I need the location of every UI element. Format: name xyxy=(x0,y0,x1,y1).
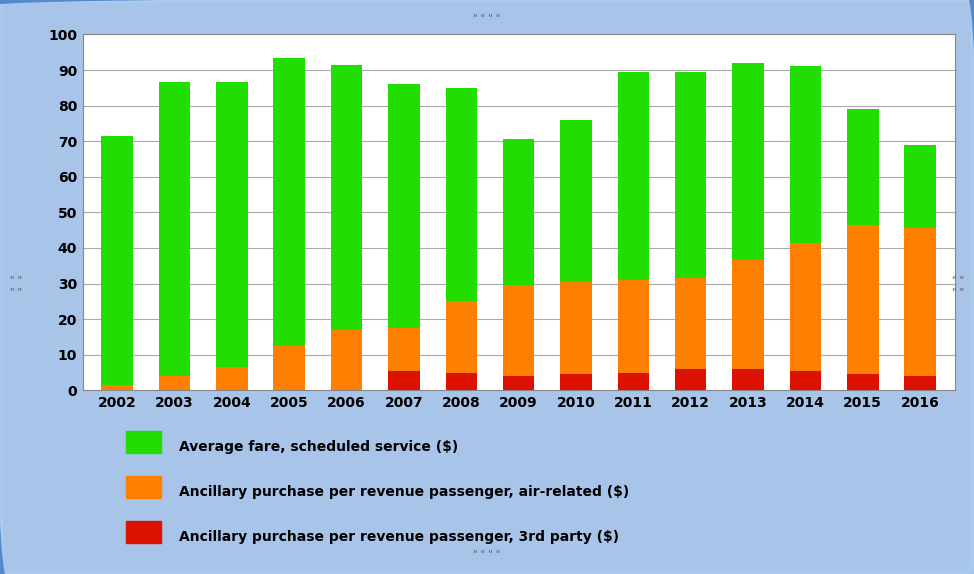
Bar xyxy=(389,328,420,390)
Text: " " " ": " " " " xyxy=(473,550,501,560)
Bar xyxy=(904,376,936,390)
Bar xyxy=(216,83,247,390)
Bar xyxy=(904,228,936,390)
Bar xyxy=(847,109,879,390)
Bar xyxy=(847,225,879,390)
Bar xyxy=(127,476,162,498)
Bar xyxy=(274,57,305,390)
Bar xyxy=(159,83,190,390)
Bar xyxy=(159,376,190,390)
Bar xyxy=(675,369,706,390)
Text: Average fare, scheduled service ($): Average fare, scheduled service ($) xyxy=(178,440,458,454)
Bar xyxy=(560,374,592,390)
Bar xyxy=(331,330,362,390)
Bar xyxy=(216,367,247,390)
Bar xyxy=(675,278,706,390)
Bar xyxy=(445,88,477,390)
Text: " " " ": " " " " xyxy=(473,14,501,24)
Bar xyxy=(445,301,477,390)
Text: Ancillary purchase per revenue passenger, 3rd party ($): Ancillary purchase per revenue passenger… xyxy=(178,530,618,544)
Bar xyxy=(389,84,420,390)
Bar xyxy=(503,285,535,390)
Bar xyxy=(790,67,821,390)
Bar xyxy=(274,346,305,390)
Bar xyxy=(101,385,133,390)
Text: Ancillary purchase per revenue passenger, air-related ($): Ancillary purchase per revenue passenger… xyxy=(178,485,629,499)
Bar xyxy=(675,72,706,390)
Bar xyxy=(503,376,535,390)
Bar xyxy=(618,280,649,390)
Bar xyxy=(331,65,362,390)
Bar xyxy=(560,120,592,390)
Bar xyxy=(790,371,821,390)
Bar xyxy=(618,373,649,390)
Bar xyxy=(127,430,162,453)
Text: " "
" ": " " " " xyxy=(953,276,964,298)
Bar xyxy=(389,371,420,390)
Bar xyxy=(101,136,133,390)
Bar xyxy=(732,63,764,390)
Text: " "
" ": " " " " xyxy=(10,276,21,298)
Bar xyxy=(560,282,592,390)
Bar xyxy=(790,243,821,390)
Bar xyxy=(445,373,477,390)
Bar xyxy=(732,261,764,390)
Bar xyxy=(847,374,879,390)
Bar xyxy=(904,145,936,390)
Bar xyxy=(127,521,162,543)
Bar xyxy=(618,72,649,390)
Bar xyxy=(732,369,764,390)
Bar xyxy=(503,139,535,390)
